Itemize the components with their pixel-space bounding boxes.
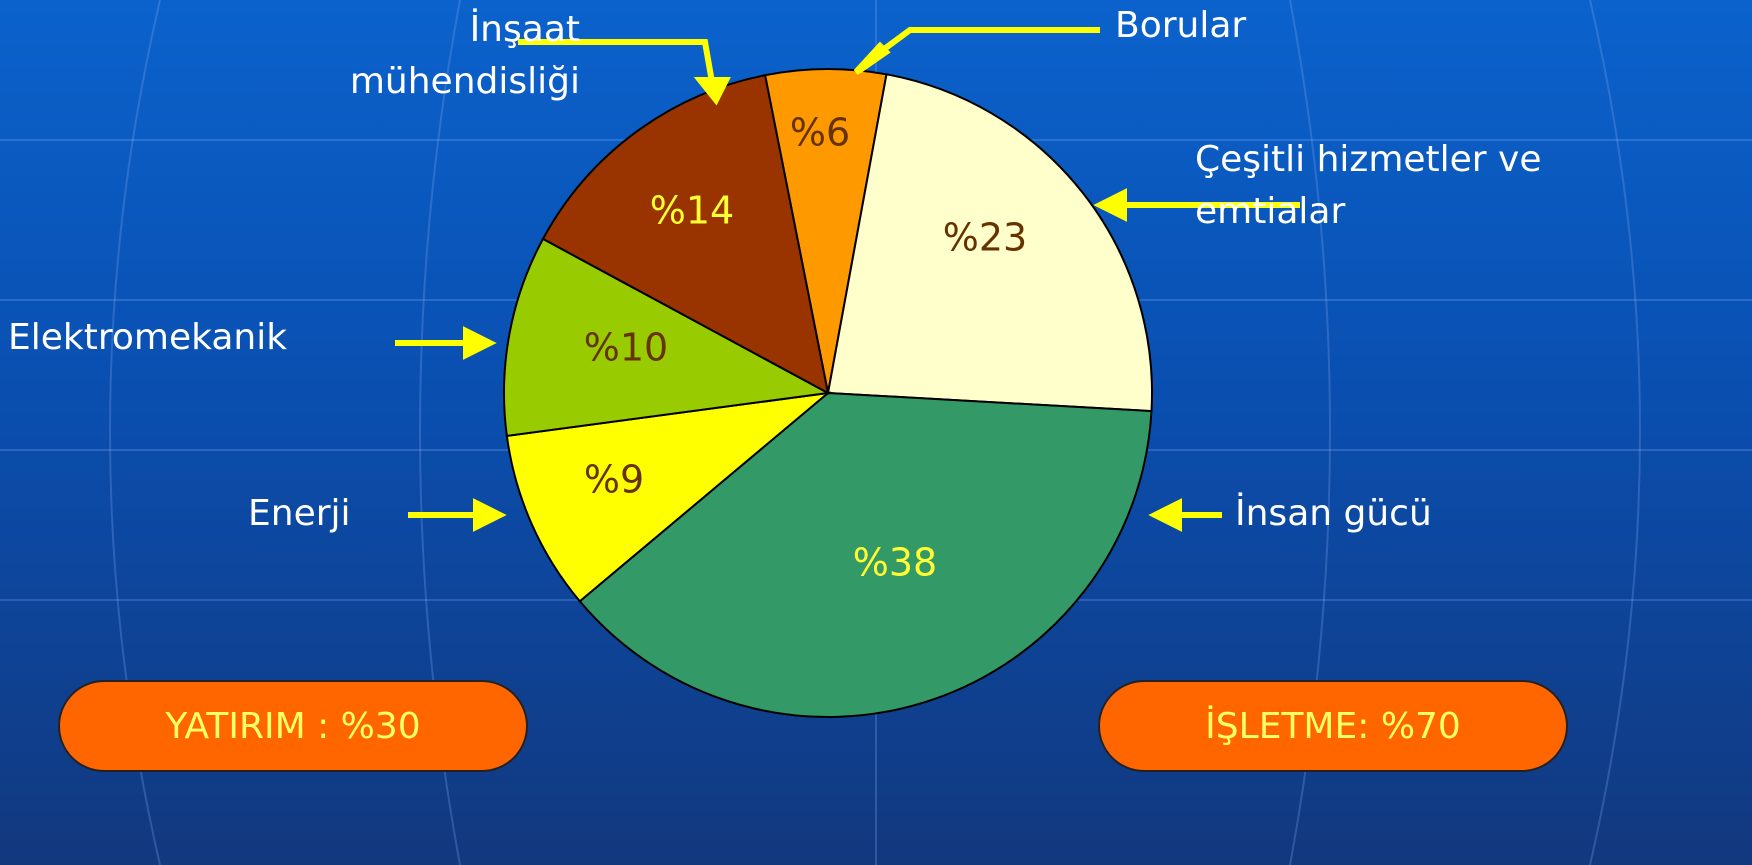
value-label: %9 bbox=[584, 458, 644, 502]
arrows bbox=[395, 27, 1300, 532]
value-label: %14 bbox=[650, 189, 734, 233]
pie-slice bbox=[503, 237, 832, 437]
pie-slice bbox=[541, 73, 830, 395]
pie-slice bbox=[826, 73, 1153, 413]
category-label: Elektromekanik bbox=[8, 317, 288, 358]
pie-slice bbox=[763, 68, 888, 394]
pie-slice bbox=[505, 391, 832, 603]
category-label: Çeşitli hizmetler ve emtialar bbox=[1195, 139, 1542, 232]
category-label: Borular bbox=[1115, 5, 1247, 46]
total-badge: İŞLETME: %70 bbox=[1098, 680, 1568, 772]
value-label: %10 bbox=[584, 326, 668, 370]
category-label: Enerji bbox=[248, 493, 351, 534]
category-label: İnsan gücü bbox=[1235, 493, 1432, 534]
value-label: %6 bbox=[790, 111, 850, 155]
category-label: İnşaat mühendisliği bbox=[349, 9, 580, 102]
value-label: %23 bbox=[943, 216, 1027, 260]
value-label: %38 bbox=[853, 541, 937, 585]
pie-slice bbox=[578, 391, 1153, 718]
total-badge: YATIRIM : %30 bbox=[58, 680, 528, 772]
